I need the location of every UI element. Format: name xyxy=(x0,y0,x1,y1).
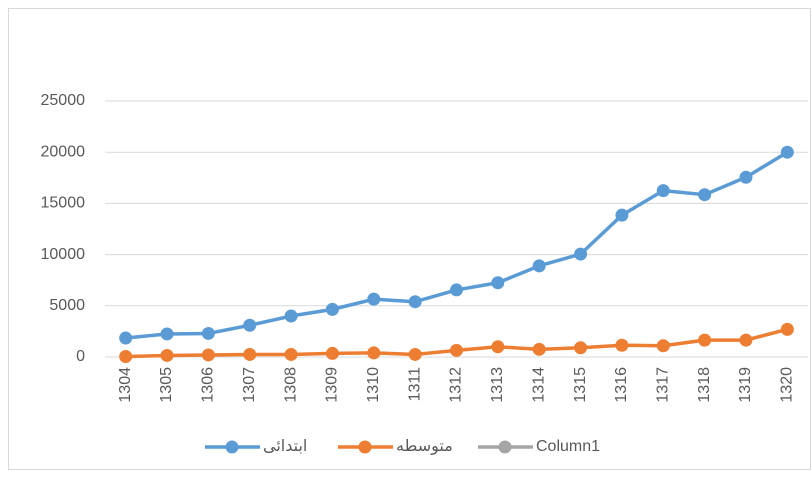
legend-label: متوسطه xyxy=(396,438,453,456)
series-marker xyxy=(325,302,339,316)
series-marker xyxy=(491,340,505,354)
x-tick-label: 1317 xyxy=(654,367,671,403)
series-marker xyxy=(408,295,422,309)
series-marker xyxy=(491,276,505,290)
series-marker xyxy=(284,347,298,361)
chart-frame xyxy=(8,8,811,470)
x-tick-label: 1311 xyxy=(406,367,423,402)
y-tick-label: 15000 xyxy=(41,195,86,212)
series-line xyxy=(123,150,790,340)
x-tick-label: 1309 xyxy=(324,367,341,403)
series-marker xyxy=(574,341,588,355)
x-tick-label: 1307 xyxy=(241,367,258,403)
series-marker xyxy=(739,170,753,184)
y-tick-label: 0 xyxy=(76,348,85,365)
series-marker xyxy=(739,333,753,347)
x-tick-label: 1310 xyxy=(365,367,382,403)
legend-marker xyxy=(358,440,372,454)
series-marker xyxy=(656,339,670,353)
series-marker xyxy=(615,208,629,222)
series-marker xyxy=(160,327,174,341)
x-tick-label: 1320 xyxy=(779,367,796,403)
x-tick-label: 1308 xyxy=(282,367,299,403)
series-marker xyxy=(284,309,298,323)
series-marker xyxy=(243,318,257,332)
series-marker xyxy=(119,349,133,363)
x-tick-label: 1314 xyxy=(530,367,547,403)
series-marker xyxy=(532,259,546,273)
x-tick-label: 1304 xyxy=(117,367,134,403)
x-tick-label: 1305 xyxy=(158,367,175,403)
y-tick-label: 10000 xyxy=(41,246,86,263)
x-tick-label: 1313 xyxy=(489,367,506,403)
x-tick-label: 1319 xyxy=(737,367,754,403)
legend-label: ابتدائی xyxy=(263,438,307,455)
series-marker xyxy=(243,347,257,361)
series-marker xyxy=(201,326,215,340)
x-tick-label: 1316 xyxy=(613,367,630,403)
series-marker xyxy=(532,342,546,356)
series-marker xyxy=(160,348,174,362)
series-marker xyxy=(656,184,670,198)
series-marker xyxy=(698,333,712,347)
y-tick-label: 25000 xyxy=(41,92,86,109)
y-tick-label: 20000 xyxy=(41,143,86,160)
series-marker xyxy=(780,145,794,159)
x-tick-label: 1318 xyxy=(696,367,713,403)
legend-marker xyxy=(498,440,512,454)
series-marker xyxy=(325,346,339,360)
series-marker xyxy=(119,331,133,345)
series-marker xyxy=(367,346,381,360)
series-marker xyxy=(574,247,588,261)
x-tick-label: 1315 xyxy=(572,367,589,403)
series-marker xyxy=(450,283,463,297)
y-tick-label: 5000 xyxy=(49,297,85,314)
series-marker xyxy=(201,348,215,362)
legend-marker xyxy=(225,440,239,454)
series-marker xyxy=(367,292,381,306)
x-tick-label: 1306 xyxy=(200,367,217,403)
series-marker xyxy=(698,188,712,202)
series-marker xyxy=(780,322,794,336)
series-marker xyxy=(615,338,629,352)
series-marker xyxy=(408,347,422,361)
series-marker xyxy=(450,343,463,357)
legend-label: Column1 xyxy=(536,438,600,455)
x-tick-label: 1312 xyxy=(448,367,465,403)
